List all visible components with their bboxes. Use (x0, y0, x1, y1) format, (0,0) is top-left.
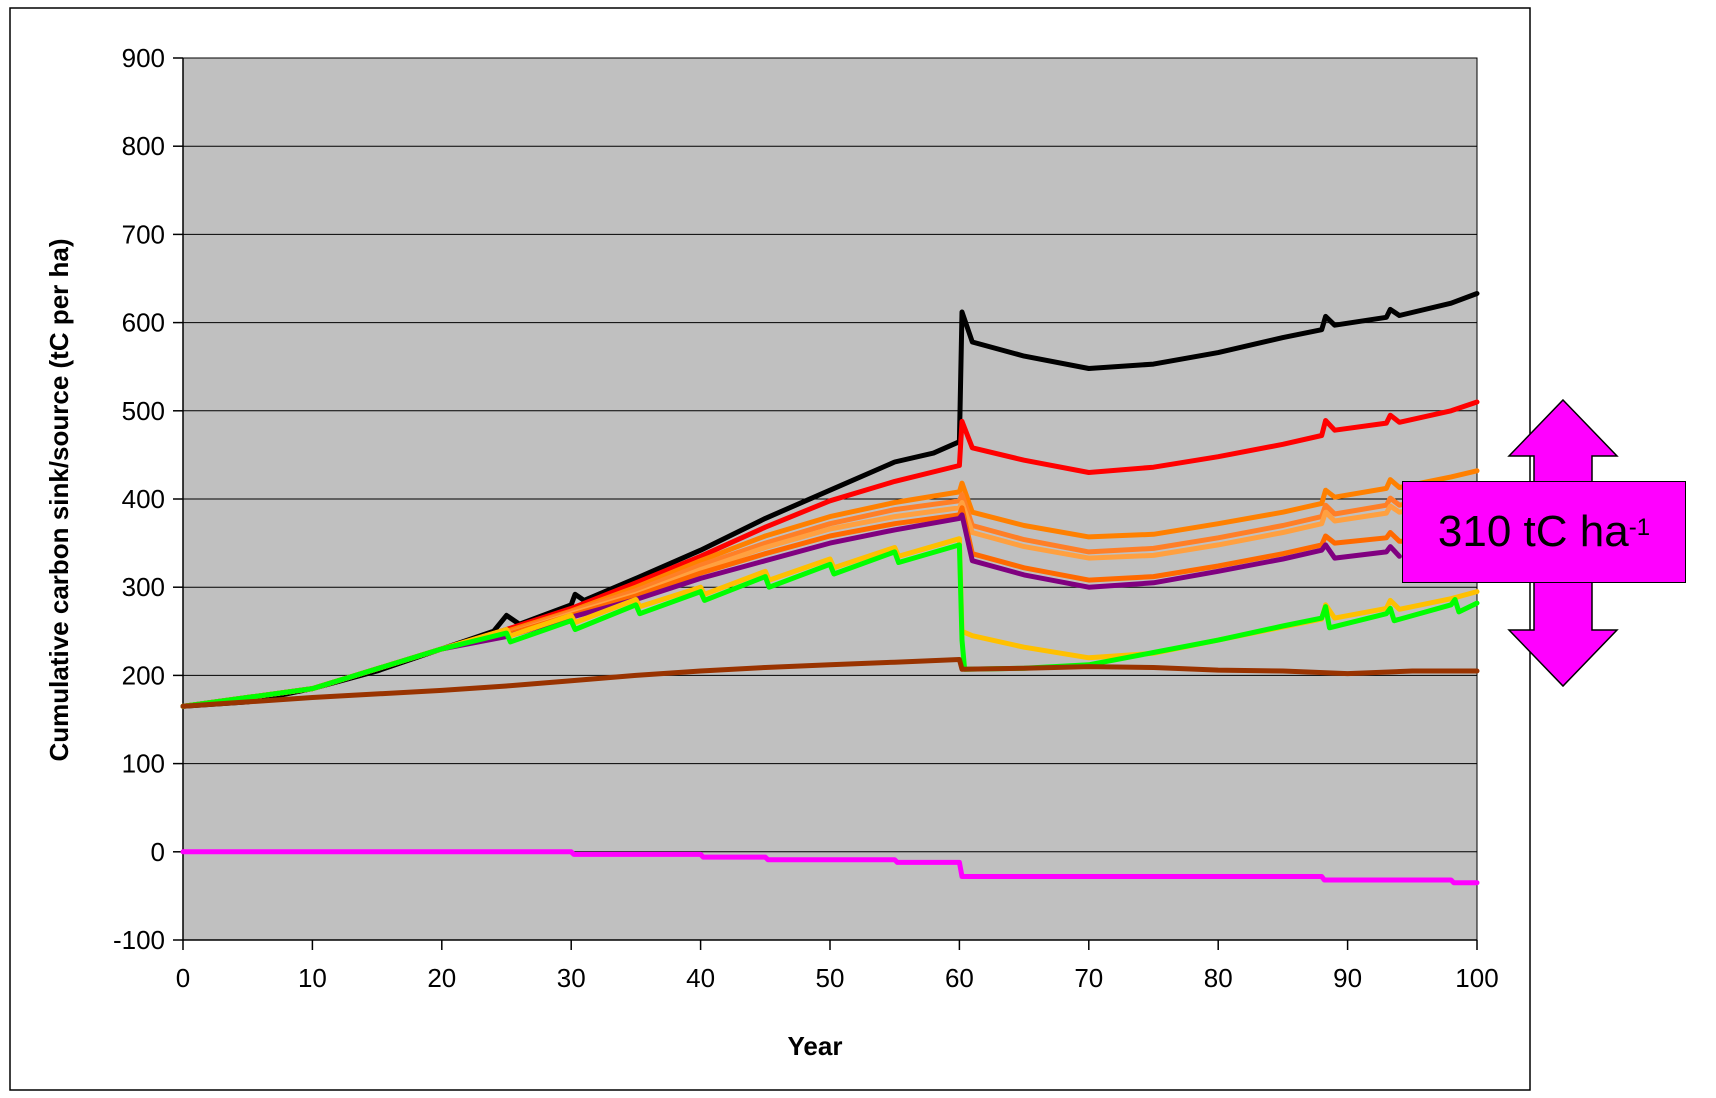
y-tick-label: 300 (122, 572, 165, 602)
y-tick-label: 900 (122, 43, 165, 73)
tick-labels: -100 0 100 200 300 400 500 600 700 800 900 0 10 20 30 4… (113, 43, 1499, 993)
callout-text: 310 tC ha (1437, 507, 1629, 556)
x-tick-label: 40 (686, 963, 715, 993)
x-tick-label: 90 (1333, 963, 1362, 993)
x-tick-label: 100 (1455, 963, 1498, 993)
x-axis-title: Year (788, 1031, 843, 1061)
series-line-2 (180, 399, 1480, 709)
y-tick-label: 800 (122, 131, 165, 161)
y-tick-label: 400 (122, 484, 165, 514)
y-tick-label: 0 (151, 837, 165, 867)
x-tick-label: 50 (816, 963, 845, 993)
series-line-1 (180, 291, 1480, 709)
difference-callout: 310 tC ha -1 (1402, 481, 1686, 583)
series-lines (180, 291, 1480, 886)
y-tick-label: -100 (113, 925, 165, 955)
series-line-10 (180, 657, 1480, 709)
y-axis-title: Cumulative carbon sink/source (tC per ha… (44, 238, 74, 761)
series-line-9 (180, 542, 1480, 709)
x-tick-label: 30 (557, 963, 586, 993)
axes (173, 57, 1478, 950)
callout-superscript: -1 (1628, 514, 1651, 541)
x-tick-label: 70 (1074, 963, 1103, 993)
x-tick-label: 0 (176, 963, 190, 993)
y-tick-label: 100 (122, 749, 165, 779)
gridlines (183, 145, 1477, 853)
x-tick-label: 60 (945, 963, 974, 993)
x-tick-label: 80 (1204, 963, 1233, 993)
x-tick-label: 10 (298, 963, 327, 993)
x-tick-label: 20 (427, 963, 456, 993)
series-line-11 (180, 849, 1480, 886)
y-tick-label: 500 (122, 396, 165, 426)
y-tick-label: 600 (122, 308, 165, 338)
y-tick-label: 700 (122, 219, 165, 249)
y-tick-label: 200 (122, 660, 165, 690)
